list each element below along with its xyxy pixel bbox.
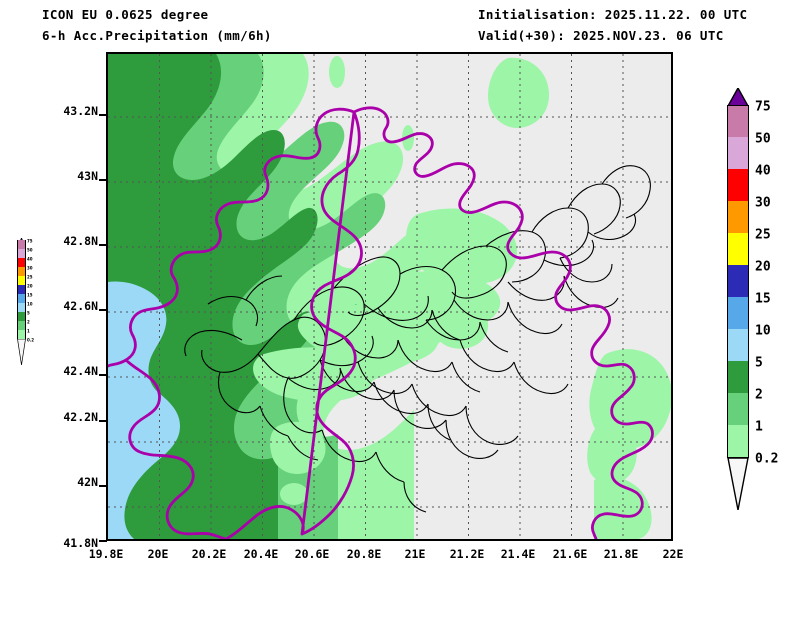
x-tick-label: 20.4E <box>243 547 279 561</box>
colorbar-label: 20 <box>755 259 771 275</box>
y-axis-tick <box>99 244 107 246</box>
colorbar-segment-0p2-1 <box>727 425 749 458</box>
colorbar-segment-5-10 <box>727 329 749 361</box>
y-tick-label: 42.6N <box>63 299 98 313</box>
y-tick-label: 42.4N <box>63 364 98 378</box>
mini-colorbar-label: 2 <box>27 319 30 325</box>
map-canvas <box>108 54 671 539</box>
colorbar-label: 15 <box>755 291 771 307</box>
mini-colorbar-segment-50-75 <box>17 240 26 249</box>
colorbar-segment-40-50 <box>727 137 749 169</box>
y-axis-tick <box>99 374 107 376</box>
mini-colorbar-segment-1-2 <box>17 321 26 330</box>
precip-blobs-light <box>253 56 671 539</box>
model-title: ICON EU 0.0625 degree <box>42 7 209 22</box>
mini-colorbar-label: 15 <box>27 292 33 298</box>
y-axis-tick <box>99 179 107 181</box>
grid-lines <box>108 54 671 539</box>
colorbar-segment-15-20 <box>727 265 749 297</box>
mini-colorbar-segment-20-25 <box>17 276 26 285</box>
x-tick-label: 22E <box>662 547 684 561</box>
colorbar-label: 10 <box>755 323 771 339</box>
precip-field <box>108 54 671 539</box>
country-border-kosovo <box>108 106 654 539</box>
colorbar-top-arrow <box>726 86 750 107</box>
precip-band-5-10 <box>108 281 180 539</box>
x-tick-label: 20E <box>147 547 169 561</box>
y-axis-tick <box>99 309 107 311</box>
colorbar-label: 2 <box>755 387 763 403</box>
colorbar-label: 30 <box>755 195 771 211</box>
y-tick-label: 42N <box>77 475 98 489</box>
mini-colorbar-label: 25 <box>27 274 33 280</box>
y-tick-label: 42.2N <box>63 410 98 424</box>
mini-colorbar-bottom-arrow <box>17 338 26 366</box>
y-tick-label: 43.2N <box>63 104 98 118</box>
mini-colorbar-label: 20 <box>27 283 33 289</box>
mini-colorbar-segment-5-10 <box>17 303 26 312</box>
mini-colorbar-segment-10-15 <box>17 294 26 303</box>
y-tick-label: 42.8N <box>63 234 98 248</box>
mini-colorbar-label: 5 <box>27 310 30 316</box>
y-axis-tick <box>99 114 107 116</box>
mini-colorbar-label: 75 <box>27 238 33 244</box>
colorbar-segment-25-30 <box>727 201 749 233</box>
y-axis-tick <box>99 420 107 422</box>
mini-colorbar-segment-25-30 <box>17 267 26 276</box>
colorbar-segment-2-5 <box>727 361 749 393</box>
x-tick-label: 20.2E <box>191 547 227 561</box>
x-tick-label: 21.6E <box>552 547 588 561</box>
colorbar-label: 1 <box>755 419 763 435</box>
colorbar-bottom-arrow <box>727 457 749 511</box>
colorbar-label: 75 <box>755 99 771 115</box>
colorbar-label: 25 <box>755 227 771 243</box>
mini-colorbar-label: 50 <box>27 247 33 253</box>
colorbar-segment-50-75 <box>727 105 749 137</box>
mini-colorbar-segment-0p2-1 <box>17 330 26 339</box>
y-tick-label: 41.8N <box>63 536 98 550</box>
x-tick-label: 21E <box>404 547 426 561</box>
colorbar-label: 40 <box>755 163 771 179</box>
x-tick-label: 21.2E <box>449 547 485 561</box>
colorbar-segment-10-15 <box>727 297 749 329</box>
colorbar-segment-1-2 <box>727 393 749 425</box>
x-tick-label: 20.8E <box>346 547 382 561</box>
mini-colorbar-label: 1 <box>27 328 30 334</box>
x-tick-label: 21.4E <box>500 547 536 561</box>
mini-colorbar-label: 40 <box>27 256 33 262</box>
precipitation-colorbar <box>727 105 749 458</box>
colorbar-label: 0.2 <box>755 451 779 467</box>
mini-colorbar-segment-30-40 <box>17 258 26 267</box>
colorbar-segment-20-25 <box>727 233 749 265</box>
mini-colorbar-label: 0.2 <box>27 337 35 343</box>
mini-colorbar-segment-15-20 <box>17 285 26 294</box>
y-axis-tick <box>99 540 107 542</box>
mini-colorbar-label: 30 <box>27 265 33 271</box>
valid-time: Valid(+30): 2025.NOV.23. 06 UTC <box>478 28 724 43</box>
precipitation-colorbar-mini <box>17 240 26 339</box>
x-tick-label: 21.8E <box>603 547 639 561</box>
mini-colorbar-segment-40-50 <box>17 249 26 258</box>
y-axis-tick <box>99 485 107 487</box>
colorbar-segment-30-40 <box>727 169 749 201</box>
field-title: 6-h Acc.Precipitation (mm/6h) <box>42 28 272 43</box>
y-tick-label: 43N <box>77 169 98 183</box>
x-tick-label: 19.8E <box>88 547 124 561</box>
colorbar-label: 5 <box>755 355 763 371</box>
x-tick-label: 20.6E <box>294 547 330 561</box>
colorbar-label: 50 <box>755 131 771 147</box>
mini-colorbar-segment-2-5 <box>17 312 26 321</box>
initialisation-time: Initialisation: 2025.11.22. 00 UTC <box>478 7 748 22</box>
precipitation-map <box>106 52 673 541</box>
mini-colorbar-label: 10 <box>27 301 33 307</box>
